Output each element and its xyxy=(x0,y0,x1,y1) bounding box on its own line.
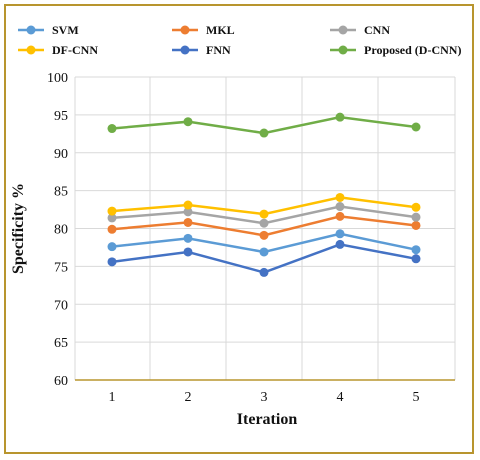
data-point xyxy=(107,213,117,223)
data-point xyxy=(183,200,193,210)
x-axis-title: Iteration xyxy=(237,411,298,428)
data-point xyxy=(411,254,421,264)
y-tick-label: 65 xyxy=(54,336,68,351)
data-point xyxy=(259,128,269,138)
legend-marker xyxy=(26,45,36,55)
data-point xyxy=(335,202,345,212)
data-point xyxy=(259,267,269,277)
data-point xyxy=(335,112,345,122)
data-point xyxy=(259,247,269,257)
data-point xyxy=(183,247,193,257)
data-point xyxy=(107,224,117,234)
x-tick-label: 1 xyxy=(109,390,116,405)
y-tick-label: 90 xyxy=(54,147,68,162)
data-point xyxy=(411,212,421,222)
data-point xyxy=(107,206,117,216)
x-tick-label: 4 xyxy=(337,390,344,405)
legend-label: CNN xyxy=(364,23,390,37)
data-point xyxy=(335,211,345,221)
legend-label: SVM xyxy=(52,23,79,37)
data-point xyxy=(411,245,421,255)
x-tick-label: 3 xyxy=(261,390,268,405)
x-tick-label: 5 xyxy=(413,390,420,405)
y-tick-label: 75 xyxy=(54,260,68,275)
data-point xyxy=(107,242,117,252)
data-point xyxy=(411,220,421,230)
y-tick-label: 95 xyxy=(54,109,68,124)
y-tick-label: 85 xyxy=(54,185,68,200)
data-point xyxy=(335,239,345,249)
data-point xyxy=(335,229,345,239)
legend-marker xyxy=(180,25,190,35)
data-point xyxy=(107,257,117,267)
data-point xyxy=(183,217,193,227)
legend-label: DF-CNN xyxy=(52,43,98,57)
data-point xyxy=(259,218,269,228)
y-tick-label: 80 xyxy=(54,223,68,238)
y-tick-label: 70 xyxy=(54,298,68,313)
data-point xyxy=(183,117,193,127)
data-point xyxy=(259,230,269,240)
data-point xyxy=(411,122,421,132)
y-axis-title: Specificity % xyxy=(10,183,27,274)
data-point xyxy=(183,233,193,243)
data-point xyxy=(259,209,269,219)
legend-marker xyxy=(180,45,190,55)
legend-marker xyxy=(26,25,36,35)
data-point xyxy=(335,192,345,202)
data-point xyxy=(107,124,117,134)
legend-marker xyxy=(338,25,348,35)
y-tick-label: 100 xyxy=(47,71,68,86)
data-point xyxy=(183,207,193,217)
data-point xyxy=(411,202,421,212)
legend-label: MKL xyxy=(206,23,235,37)
x-tick-label: 2 xyxy=(185,390,192,405)
legend-label: Proposed (D-CNN) xyxy=(364,43,461,57)
legend-marker xyxy=(338,45,348,55)
y-tick-label: 60 xyxy=(54,374,68,389)
legend-label: FNN xyxy=(206,43,231,57)
